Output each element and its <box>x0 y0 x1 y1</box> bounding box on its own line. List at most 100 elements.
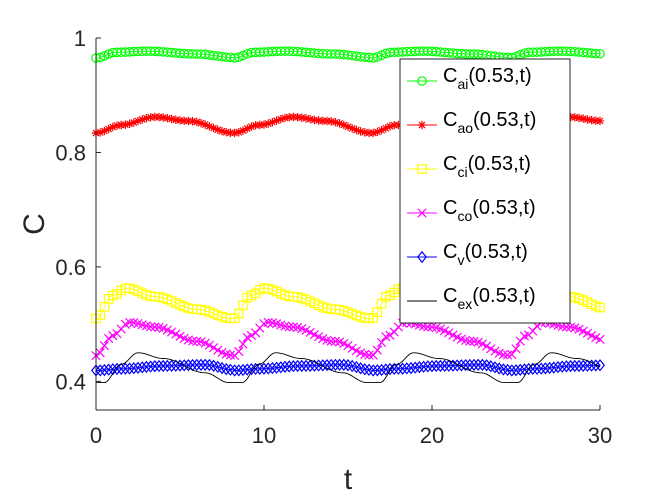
data-point-ao <box>377 126 386 135</box>
data-point-v <box>145 360 156 373</box>
data-point-ao <box>96 128 105 137</box>
data-point-ao <box>280 113 290 123</box>
data-point-v <box>548 361 559 374</box>
data-point-v <box>473 358 484 371</box>
data-point-ai <box>229 53 240 63</box>
data-point-ao <box>205 122 214 131</box>
data-point-v <box>557 360 568 373</box>
data-point-co <box>561 322 572 332</box>
data-point-v <box>389 362 400 375</box>
data-point-ao <box>213 125 222 134</box>
data-point-v <box>191 358 202 372</box>
data-point-v <box>280 360 290 373</box>
data-point-v <box>364 363 374 376</box>
data-point-v <box>431 359 442 373</box>
data-point-v <box>544 361 555 375</box>
data-point-v <box>422 360 433 373</box>
y-tick-label: 0.4 <box>55 369 86 394</box>
data-point-co <box>150 322 160 332</box>
data-point-v <box>259 362 269 375</box>
data-point-v <box>443 359 454 372</box>
data-point-v <box>418 360 429 373</box>
data-point-v <box>301 359 311 373</box>
data-point-v <box>170 359 181 372</box>
data-point-v <box>359 363 370 376</box>
data-point-v <box>414 361 425 374</box>
data-point-v <box>137 361 148 374</box>
data-point-ao <box>159 113 168 122</box>
data-point-co <box>187 336 198 346</box>
data-point-co <box>238 339 248 349</box>
data-point-co <box>213 345 223 355</box>
data-point-v <box>154 359 164 373</box>
data-point-v <box>561 360 572 373</box>
data-point-ao <box>217 126 227 136</box>
data-point-co <box>124 317 135 328</box>
data-point-ao <box>343 122 353 131</box>
data-point-co <box>595 334 605 345</box>
data-point-v <box>242 363 253 376</box>
data-point-v <box>578 359 589 373</box>
axes-layer: 0 10 20 30 0.4 0.6 0.8 1 <box>55 26 612 448</box>
data-point-v <box>515 363 526 376</box>
data-point-v <box>103 363 114 376</box>
data-point-ao <box>381 123 390 133</box>
data-point-co <box>502 350 513 360</box>
data-point-ai <box>368 53 378 63</box>
data-point-v <box>540 362 551 375</box>
data-point-co <box>477 339 488 349</box>
data-point-v <box>553 360 563 374</box>
data-point-ao <box>192 117 201 127</box>
data-point-v <box>179 359 190 372</box>
data-point-ao <box>574 113 584 123</box>
series-line-ex <box>96 352 601 383</box>
data-point-v <box>317 359 328 372</box>
legend-label: Cai(0.53,t) <box>443 65 532 92</box>
data-point-v <box>238 363 248 377</box>
data-point-v <box>149 360 160 373</box>
data-point-v <box>376 363 387 377</box>
data-point-ao <box>121 120 130 129</box>
data-point-ao <box>264 119 273 128</box>
data-point-co <box>225 350 236 360</box>
data-point-v <box>162 359 173 373</box>
data-point-v <box>397 362 408 375</box>
data-point-v <box>574 359 584 373</box>
data-point-ci <box>595 302 605 313</box>
y-tick-label: 0.6 <box>55 255 86 280</box>
data-point-v <box>107 363 118 376</box>
data-point-co <box>103 333 114 344</box>
data-point-ao <box>276 114 285 124</box>
data-point-ao <box>129 118 138 127</box>
data-point-ao <box>385 122 395 131</box>
data-point-v <box>368 364 379 377</box>
data-point-v <box>536 362 547 375</box>
data-point-v <box>393 362 404 375</box>
data-point-ao <box>306 114 315 124</box>
data-point-ai <box>238 50 248 61</box>
data-point-ao <box>138 115 147 124</box>
data-point-v <box>221 362 232 376</box>
data-point-v <box>456 359 467 372</box>
data-point-v <box>99 363 110 377</box>
data-point-ao <box>196 118 206 128</box>
data-point-v <box>288 360 299 373</box>
data-point-v <box>406 361 416 375</box>
data-point-co <box>486 344 496 354</box>
data-point-v <box>275 361 286 374</box>
legend-label: Cci(0.53,t) <box>443 153 531 180</box>
data-point-ai <box>234 52 244 62</box>
data-point-v <box>250 362 261 376</box>
y-axis-title: C <box>18 213 51 235</box>
data-point-ao <box>133 116 143 126</box>
data-point-v <box>380 363 391 376</box>
data-point-co <box>192 336 202 346</box>
data-point-v <box>267 361 278 375</box>
data-point-ao <box>125 119 134 129</box>
data-point-v <box>116 362 127 375</box>
data-point-co <box>326 336 336 346</box>
data-point-v <box>271 361 282 374</box>
data-point-v <box>166 359 177 372</box>
data-point-v <box>225 363 236 376</box>
data-point-co <box>423 322 433 332</box>
